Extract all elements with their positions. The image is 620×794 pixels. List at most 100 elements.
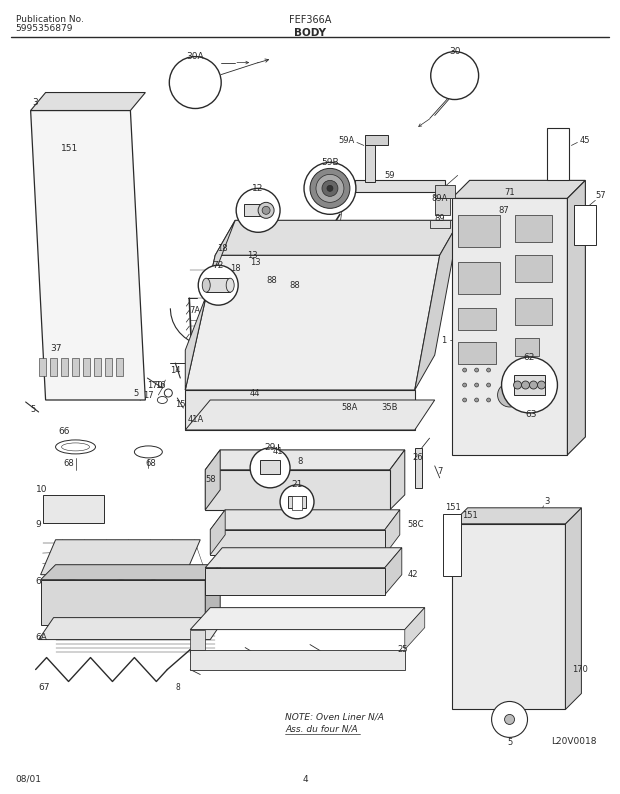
Text: 1: 1 (441, 336, 446, 345)
Text: 41: 41 (273, 447, 283, 457)
Text: 17: 17 (143, 391, 154, 399)
Text: 88: 88 (290, 281, 301, 290)
Polygon shape (40, 540, 200, 575)
Polygon shape (422, 438, 430, 448)
Polygon shape (435, 198, 449, 215)
Bar (458, 215, 500, 247)
Circle shape (498, 383, 521, 407)
Circle shape (250, 448, 290, 488)
Text: 89: 89 (435, 214, 445, 223)
Circle shape (258, 202, 274, 218)
Circle shape (236, 188, 280, 233)
Circle shape (316, 175, 344, 202)
Bar (430, 220, 450, 229)
Text: 7: 7 (437, 468, 443, 476)
Text: 21: 21 (291, 480, 303, 489)
Polygon shape (355, 180, 445, 192)
Text: 13: 13 (247, 251, 257, 260)
Circle shape (431, 52, 479, 99)
Text: 30A: 30A (187, 52, 204, 61)
Ellipse shape (135, 446, 162, 458)
Bar (83, 358, 90, 376)
Text: 87: 87 (498, 206, 509, 215)
Text: 62: 62 (524, 353, 535, 361)
Polygon shape (365, 145, 375, 183)
Polygon shape (40, 580, 205, 625)
Polygon shape (205, 548, 402, 568)
Text: 58: 58 (205, 476, 216, 484)
Ellipse shape (202, 278, 210, 292)
Text: 14: 14 (170, 365, 180, 375)
Polygon shape (190, 649, 405, 669)
Circle shape (487, 383, 490, 387)
Polygon shape (185, 255, 440, 390)
Circle shape (322, 180, 338, 196)
Circle shape (513, 381, 521, 389)
Text: 57: 57 (595, 191, 606, 200)
Bar (260, 460, 280, 474)
Text: 151: 151 (61, 144, 78, 153)
Polygon shape (185, 400, 435, 430)
Bar (515, 255, 552, 282)
Ellipse shape (56, 440, 95, 454)
Polygon shape (30, 93, 145, 110)
Text: 59A: 59A (339, 136, 355, 145)
Bar (43, 495, 104, 522)
Text: 151: 151 (462, 511, 477, 520)
Bar (515, 299, 552, 325)
Polygon shape (205, 450, 220, 510)
Text: 16: 16 (155, 380, 166, 390)
Circle shape (487, 368, 490, 372)
Bar (292, 495, 302, 510)
Text: 10: 10 (35, 485, 47, 495)
Polygon shape (452, 524, 565, 710)
Text: 63: 63 (526, 410, 538, 419)
Text: 59B: 59B (321, 158, 339, 167)
Polygon shape (567, 180, 585, 455)
Text: 7A: 7A (190, 306, 201, 314)
Bar (574, 206, 596, 245)
Bar (50, 358, 57, 376)
Polygon shape (415, 220, 459, 390)
Circle shape (262, 206, 270, 214)
Polygon shape (210, 510, 225, 555)
Text: 18: 18 (217, 244, 228, 252)
Text: 5: 5 (30, 406, 35, 414)
Text: 4: 4 (302, 775, 308, 784)
Polygon shape (185, 220, 235, 390)
Text: 8: 8 (176, 683, 180, 692)
Polygon shape (210, 530, 385, 555)
Text: 18: 18 (230, 264, 241, 272)
Circle shape (463, 383, 467, 387)
Polygon shape (40, 565, 220, 580)
Circle shape (169, 56, 221, 109)
Circle shape (463, 368, 467, 372)
Bar (458, 342, 495, 364)
Text: 29: 29 (264, 443, 276, 453)
Circle shape (538, 381, 546, 389)
Text: 5: 5 (134, 388, 139, 398)
Bar (105, 358, 112, 376)
Text: 67: 67 (38, 683, 50, 692)
Text: 15: 15 (175, 400, 185, 410)
Circle shape (505, 715, 515, 724)
Polygon shape (205, 450, 405, 470)
Text: Publication No.: Publication No. (16, 14, 84, 24)
Polygon shape (565, 508, 582, 710)
Text: 12: 12 (252, 184, 264, 193)
Text: 45: 45 (580, 136, 590, 145)
Text: 08/01: 08/01 (16, 775, 42, 784)
Polygon shape (390, 450, 405, 510)
Text: 88: 88 (267, 276, 278, 285)
Text: BODY: BODY (294, 28, 326, 37)
Text: 3: 3 (545, 497, 550, 507)
Text: 3: 3 (33, 98, 38, 107)
Polygon shape (205, 565, 220, 625)
Bar (513, 375, 546, 395)
Circle shape (475, 368, 479, 372)
Bar (72, 358, 79, 376)
Bar (244, 204, 262, 216)
Polygon shape (38, 618, 225, 640)
Text: 89A: 89A (432, 194, 448, 202)
Text: 26: 26 (412, 453, 423, 462)
